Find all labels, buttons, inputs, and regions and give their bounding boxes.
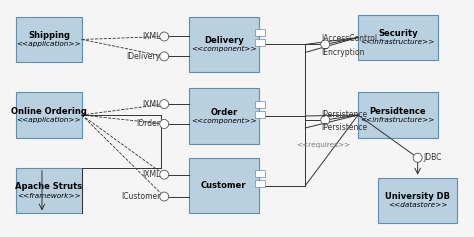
Text: Customer: Customer bbox=[201, 181, 246, 190]
Text: <<application>>: <<application>> bbox=[17, 117, 81, 123]
FancyBboxPatch shape bbox=[358, 92, 438, 138]
Circle shape bbox=[160, 192, 169, 201]
Text: Order: Order bbox=[210, 108, 237, 117]
Text: IPersistence: IPersistence bbox=[321, 109, 367, 118]
Text: IDelivery: IDelivery bbox=[126, 52, 160, 61]
Text: IXML: IXML bbox=[142, 170, 160, 179]
Text: IOrder: IOrder bbox=[136, 119, 160, 128]
Text: Delivery: Delivery bbox=[204, 36, 244, 45]
Circle shape bbox=[160, 32, 169, 41]
FancyBboxPatch shape bbox=[255, 170, 264, 177]
Text: Apache Struts: Apache Struts bbox=[15, 182, 82, 191]
Text: <<infrastructure>>: <<infrastructure>> bbox=[361, 39, 435, 46]
FancyBboxPatch shape bbox=[16, 168, 82, 214]
FancyBboxPatch shape bbox=[189, 17, 259, 72]
Text: IXML: IXML bbox=[142, 100, 160, 109]
Text: IPersistence: IPersistence bbox=[321, 123, 367, 132]
FancyBboxPatch shape bbox=[16, 92, 82, 138]
FancyBboxPatch shape bbox=[189, 88, 259, 144]
FancyBboxPatch shape bbox=[358, 15, 438, 60]
FancyBboxPatch shape bbox=[255, 29, 264, 36]
Circle shape bbox=[160, 52, 169, 61]
Text: <<datastore>>: <<datastore>> bbox=[388, 202, 447, 209]
Text: IEncryption: IEncryption bbox=[321, 48, 365, 57]
Text: <<requires>>: <<requires>> bbox=[296, 142, 350, 148]
Circle shape bbox=[321, 115, 330, 124]
Text: Shipping: Shipping bbox=[28, 31, 70, 40]
Text: JDBC: JDBC bbox=[424, 153, 442, 162]
Text: <<component>>: <<component>> bbox=[191, 46, 256, 52]
Text: Security: Security bbox=[378, 29, 418, 38]
Circle shape bbox=[160, 100, 169, 109]
FancyBboxPatch shape bbox=[255, 101, 264, 108]
Text: <<component>>: <<component>> bbox=[191, 118, 256, 124]
Text: <<framework>>: <<framework>> bbox=[17, 192, 81, 199]
FancyBboxPatch shape bbox=[378, 178, 457, 223]
Circle shape bbox=[321, 40, 330, 49]
Text: University DB: University DB bbox=[385, 192, 450, 201]
Text: IXML: IXML bbox=[142, 32, 160, 41]
Text: ICustomer: ICustomer bbox=[121, 192, 160, 201]
FancyBboxPatch shape bbox=[255, 111, 264, 118]
Text: <<infrastructure>>: <<infrastructure>> bbox=[361, 117, 435, 123]
FancyBboxPatch shape bbox=[16, 17, 82, 62]
Circle shape bbox=[160, 119, 169, 128]
Text: <<application>>: <<application>> bbox=[17, 41, 81, 47]
FancyBboxPatch shape bbox=[189, 158, 259, 214]
Circle shape bbox=[413, 153, 422, 162]
FancyBboxPatch shape bbox=[255, 180, 264, 187]
FancyBboxPatch shape bbox=[255, 39, 264, 46]
Text: Persidtence: Persidtence bbox=[369, 107, 426, 116]
Text: Online Ordering: Online Ordering bbox=[11, 107, 87, 116]
Text: IAccessControl: IAccessControl bbox=[321, 34, 377, 43]
Circle shape bbox=[160, 170, 169, 179]
